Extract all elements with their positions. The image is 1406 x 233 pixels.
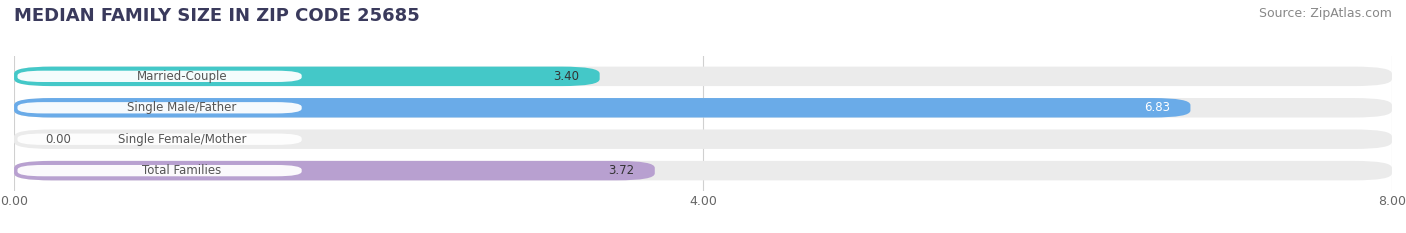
FancyBboxPatch shape bbox=[14, 67, 599, 86]
FancyBboxPatch shape bbox=[17, 165, 302, 176]
Text: MEDIAN FAMILY SIZE IN ZIP CODE 25685: MEDIAN FAMILY SIZE IN ZIP CODE 25685 bbox=[14, 7, 420, 25]
Text: 3.40: 3.40 bbox=[553, 70, 579, 83]
Text: Married-Couple: Married-Couple bbox=[136, 70, 228, 83]
FancyBboxPatch shape bbox=[14, 98, 1191, 117]
FancyBboxPatch shape bbox=[14, 161, 1392, 180]
Text: 6.83: 6.83 bbox=[1143, 101, 1170, 114]
Text: Single Female/Mother: Single Female/Mother bbox=[118, 133, 246, 146]
FancyBboxPatch shape bbox=[14, 130, 1392, 149]
FancyBboxPatch shape bbox=[14, 98, 1392, 117]
FancyBboxPatch shape bbox=[14, 161, 655, 180]
Text: Total Families: Total Families bbox=[142, 164, 222, 177]
FancyBboxPatch shape bbox=[17, 134, 302, 145]
Text: 3.72: 3.72 bbox=[607, 164, 634, 177]
Text: Single Male/Father: Single Male/Father bbox=[128, 101, 236, 114]
Text: Source: ZipAtlas.com: Source: ZipAtlas.com bbox=[1258, 7, 1392, 20]
FancyBboxPatch shape bbox=[17, 71, 302, 82]
FancyBboxPatch shape bbox=[17, 102, 302, 113]
Text: 0.00: 0.00 bbox=[45, 133, 70, 146]
FancyBboxPatch shape bbox=[14, 67, 1392, 86]
